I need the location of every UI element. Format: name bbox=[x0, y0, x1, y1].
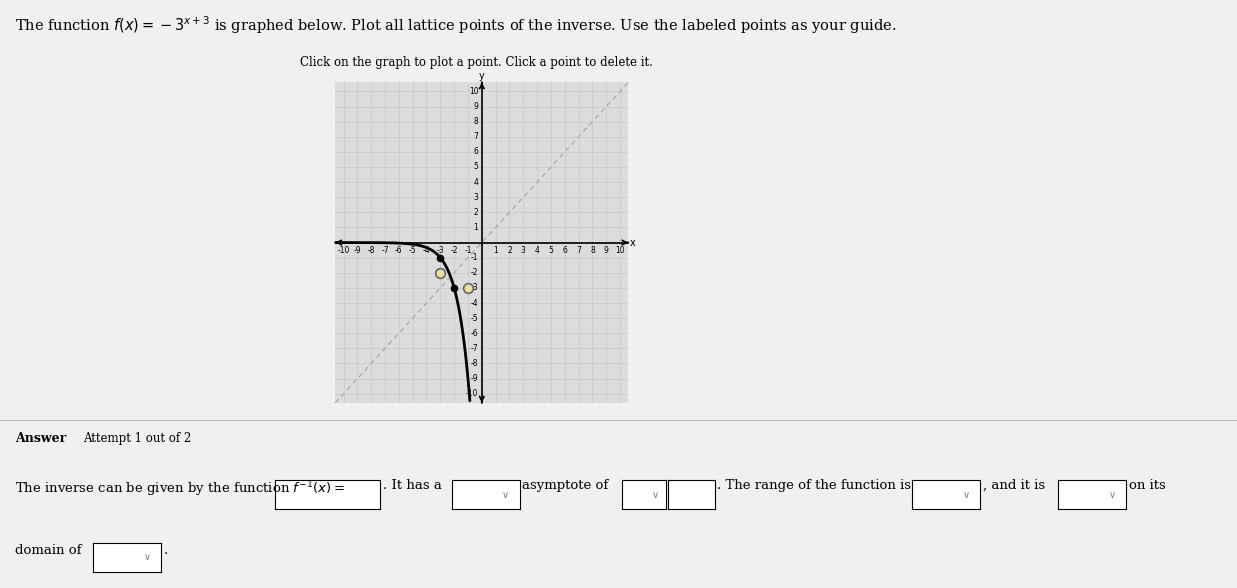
Text: . It has a: . It has a bbox=[383, 479, 443, 492]
Text: 2: 2 bbox=[507, 246, 512, 255]
Text: 10: 10 bbox=[469, 87, 479, 96]
Text: on its: on its bbox=[1129, 479, 1166, 492]
Text: Answer: Answer bbox=[15, 432, 66, 445]
Text: 5: 5 bbox=[548, 246, 553, 255]
Text: -5: -5 bbox=[471, 313, 479, 323]
Text: , and it is: , and it is bbox=[983, 479, 1045, 492]
Text: -7: -7 bbox=[471, 344, 479, 353]
Text: 6: 6 bbox=[474, 148, 479, 156]
Text: 7: 7 bbox=[474, 132, 479, 141]
Text: -6: -6 bbox=[471, 329, 479, 338]
Text: -3: -3 bbox=[471, 283, 479, 292]
Text: -9: -9 bbox=[471, 374, 479, 383]
Text: ∨: ∨ bbox=[502, 489, 510, 500]
Text: 4: 4 bbox=[474, 178, 479, 186]
Text: . The range of the function is: . The range of the function is bbox=[717, 479, 912, 492]
Text: 8: 8 bbox=[474, 117, 479, 126]
Text: The function $f(x) = -3^{x+3}$ is graphed below. Plot all lattice points of the : The function $f(x) = -3^{x+3}$ is graphe… bbox=[15, 15, 897, 36]
Text: -10: -10 bbox=[338, 246, 350, 255]
Text: -9: -9 bbox=[354, 246, 361, 255]
Text: 5: 5 bbox=[474, 162, 479, 172]
Text: Attempt 1 out of 2: Attempt 1 out of 2 bbox=[83, 432, 192, 445]
Text: 1: 1 bbox=[474, 223, 479, 232]
Text: 7: 7 bbox=[576, 246, 581, 255]
Text: 8: 8 bbox=[590, 246, 595, 255]
Text: -7: -7 bbox=[381, 246, 388, 255]
Text: ∨: ∨ bbox=[962, 489, 970, 500]
Text: -1: -1 bbox=[464, 246, 471, 255]
Text: -6: -6 bbox=[395, 246, 403, 255]
Text: asymptote of: asymptote of bbox=[522, 479, 609, 492]
Text: -4: -4 bbox=[423, 246, 430, 255]
Text: ∨: ∨ bbox=[1108, 489, 1116, 500]
Text: -8: -8 bbox=[367, 246, 375, 255]
Text: 4: 4 bbox=[534, 246, 539, 255]
Text: ∨: ∨ bbox=[143, 552, 151, 563]
Text: 3: 3 bbox=[521, 246, 526, 255]
Text: 2: 2 bbox=[474, 208, 479, 217]
Text: -5: -5 bbox=[409, 246, 417, 255]
Text: 9: 9 bbox=[604, 246, 609, 255]
Text: 3: 3 bbox=[474, 193, 479, 202]
Text: .: . bbox=[163, 544, 167, 557]
Text: -10: -10 bbox=[466, 389, 479, 398]
Text: -4: -4 bbox=[471, 299, 479, 308]
Text: The inverse can be given by the function $f^{-1}(x) =$: The inverse can be given by the function… bbox=[15, 479, 345, 499]
Text: x: x bbox=[630, 238, 636, 248]
Text: ∨: ∨ bbox=[652, 489, 659, 500]
Text: y: y bbox=[479, 71, 485, 81]
Text: domain of: domain of bbox=[15, 544, 82, 557]
Text: 6: 6 bbox=[563, 246, 568, 255]
Text: 9: 9 bbox=[474, 102, 479, 111]
Text: -1: -1 bbox=[471, 253, 479, 262]
Text: -2: -2 bbox=[471, 268, 479, 278]
Text: -2: -2 bbox=[450, 246, 458, 255]
Text: -8: -8 bbox=[471, 359, 479, 368]
Text: -3: -3 bbox=[437, 246, 444, 255]
Text: 1: 1 bbox=[494, 246, 499, 255]
Text: Click on the graph to plot a point. Click a point to delete it.: Click on the graph to plot a point. Clic… bbox=[299, 56, 653, 69]
Text: 10: 10 bbox=[615, 246, 625, 255]
